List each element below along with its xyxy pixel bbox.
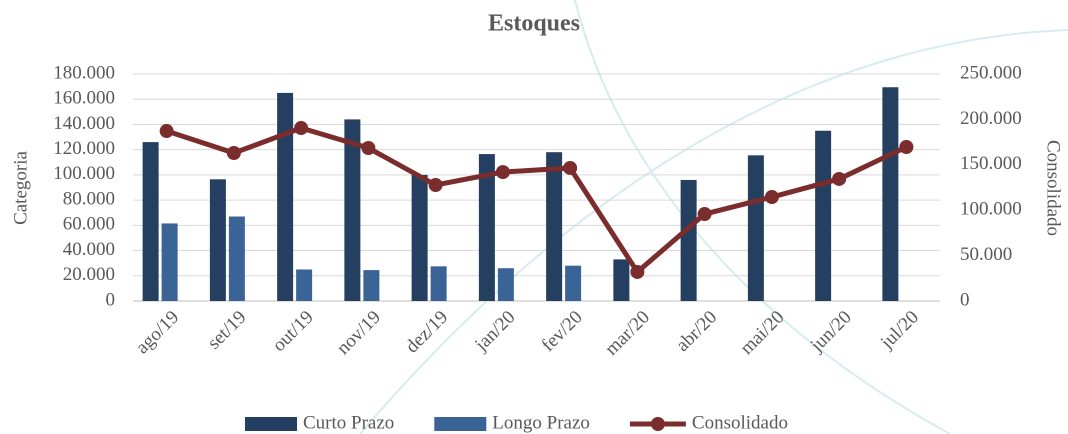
bar — [565, 265, 582, 301]
bar — [497, 268, 514, 301]
bar — [161, 223, 178, 301]
x-tick-label: jun/20 — [806, 307, 856, 357]
bar — [478, 154, 495, 301]
x-tick-label: nov/19 — [333, 307, 385, 359]
y2-tick-label: 0 — [960, 289, 970, 310]
bar — [613, 259, 630, 301]
bar — [277, 92, 294, 302]
line — [165, 125, 908, 276]
y-tick-label: 60.000 — [63, 214, 115, 235]
bar — [546, 152, 563, 301]
line-marker — [294, 121, 309, 136]
line-marker — [764, 190, 779, 205]
bar — [815, 130, 832, 301]
bar — [142, 142, 159, 301]
y2-tick-label: 150.000 — [960, 153, 1022, 174]
y-tick-label: 100.000 — [53, 163, 115, 184]
line-marker — [563, 160, 578, 175]
legend-swatch — [650, 417, 665, 431]
decor — [359, 29, 1068, 434]
y2-tick-label: 200.000 — [960, 108, 1022, 129]
y2-tick-label: 250.000 — [960, 62, 1022, 83]
legend-swatch — [434, 417, 487, 431]
x-tick-label: jan/20 — [470, 307, 519, 356]
x-tick-label: out/19 — [269, 307, 318, 356]
y2-axis-label: Consolidado — [1043, 140, 1064, 236]
bar — [411, 174, 428, 301]
y2-tick-label: 50.000 — [960, 244, 1012, 265]
legend-label: Consolidado — [692, 412, 788, 433]
bar — [430, 266, 447, 301]
y2-tick-label: 100.000 — [960, 199, 1022, 220]
bar — [344, 119, 361, 302]
bar — [882, 87, 899, 301]
line-marker — [630, 264, 645, 279]
x-tick-label: set/19 — [204, 307, 251, 354]
bar — [680, 179, 697, 301]
bar — [363, 270, 380, 301]
y-tick-label: 0 — [106, 289, 116, 310]
bar — [228, 216, 245, 301]
line-marker — [899, 140, 914, 155]
legend-label: Curto Prazo — [303, 412, 394, 433]
bar — [209, 179, 226, 301]
x-tick-label: ago/19 — [132, 307, 183, 358]
y-tick-label: 120.000 — [53, 138, 115, 159]
x-tick-label: mar/20 — [601, 307, 654, 360]
x-tick-label: jul/20 — [876, 307, 923, 354]
x-tick-label: fev/20 — [538, 307, 587, 356]
line-marker — [428, 178, 443, 193]
line-marker — [159, 124, 174, 139]
legend-label: Longo Prazo — [492, 412, 590, 433]
y-tick-label: 20.000 — [63, 264, 115, 285]
x-tick-label: dez/19 — [402, 307, 453, 358]
y-axis-label: Categoria — [10, 151, 31, 225]
x-tick-label: mai/20 — [736, 307, 788, 359]
legend-swatch — [245, 417, 297, 431]
y-tick-label: 140.000 — [53, 113, 115, 134]
y-tick-label: 80.000 — [63, 188, 115, 209]
line-marker — [697, 207, 712, 222]
chart-title: Estoques — [488, 11, 580, 37]
x-tick-label: abr/20 — [672, 307, 721, 356]
line-marker — [361, 141, 376, 156]
line-marker — [832, 171, 847, 186]
bar — [296, 269, 313, 301]
y-tick-label: 180.000 — [53, 62, 115, 83]
y-tick-label: 160.000 — [53, 88, 115, 109]
line-marker — [495, 165, 510, 180]
y-tick-label: 40.000 — [63, 239, 115, 260]
bar — [747, 155, 764, 301]
line-marker — [226, 145, 241, 160]
